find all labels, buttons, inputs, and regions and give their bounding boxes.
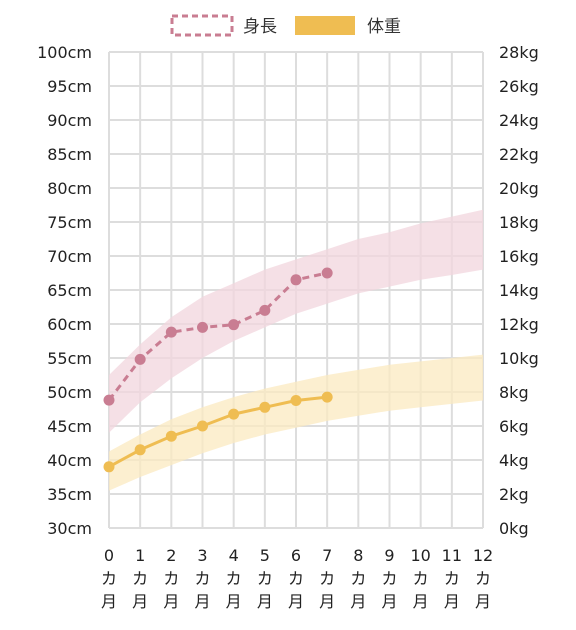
right-axis-tick-label: 10kg [499, 349, 539, 368]
weight-point [259, 401, 271, 413]
right-axis-tick-label: 0kg [499, 519, 529, 538]
x-axis-tick-label: 6 [291, 546, 301, 565]
x-axis-unit-label: カ [194, 569, 210, 588]
left-axis-tick-label: 65cm [47, 281, 92, 300]
height-point [321, 267, 333, 279]
x-axis-unit-label: 月 [163, 592, 179, 611]
x-axis-tick-label: 5 [260, 546, 270, 565]
x-axis-unit-label: カ [475, 569, 491, 588]
x-axis-unit-label: 月 [350, 592, 366, 611]
x-axis-unit-label: 月 [226, 592, 242, 611]
legend-weight-swatch [295, 16, 355, 35]
legend-weight-label: 体重 [367, 17, 401, 37]
x-axis-unit-label: 月 [381, 592, 397, 611]
left-axis-tick-label: 90cm [47, 111, 92, 130]
right-axis-tick-label: 26kg [499, 77, 539, 96]
x-axis-unit-label: カ [163, 569, 179, 588]
height-point [290, 274, 302, 286]
x-axis-unit-label: カ [288, 569, 304, 588]
weight-point [197, 420, 208, 432]
x-axis-unit-label: 月 [444, 592, 460, 611]
weight-point [103, 461, 115, 473]
x-axis-unit-label: カ [350, 569, 366, 588]
height-point [165, 326, 177, 338]
left-axis-tick-label: 50cm [47, 383, 92, 402]
right-axis-tick-label: 24kg [499, 111, 539, 130]
right-axis-tick-label: 12kg [499, 315, 539, 334]
right-axis-tick-label: 20kg [499, 179, 539, 198]
left-axis-tick-label: 100cm [37, 43, 92, 62]
left-axis-tick-label: 75cm [47, 213, 92, 232]
x-axis-tick-label: 3 [197, 546, 207, 565]
weight-percentile-band [109, 354, 483, 491]
x-axis-tick-label: 4 [229, 546, 239, 565]
right-axis-tick-label: 16kg [499, 247, 539, 266]
x-axis-unit-label: カ [101, 569, 117, 588]
weight-point [228, 408, 240, 420]
x-axis-tick-label: 1 [135, 546, 145, 565]
right-axis-tick-label: 2kg [499, 485, 529, 504]
x-axis-unit-label: カ [381, 569, 397, 588]
x-axis-unit-label: カ [257, 569, 273, 588]
x-axis-unit-label: 月 [101, 592, 117, 611]
weight-point [321, 391, 333, 403]
x-axis-tick-label: 7 [322, 546, 332, 565]
right-axis-tick-label: 14kg [499, 281, 539, 300]
x-axis-unit-label: 月 [288, 592, 304, 611]
left-axis-tick-label: 95cm [47, 77, 92, 96]
left-axis-tick-label: 35cm [47, 485, 92, 504]
right-axis-labels: 0kg 2kg 4kg 6kg 8kg 10kg 12kg 14kg 16kg 18kg 20kg 2… [499, 43, 539, 538]
x-axis-labels: 0カ月1カ月2カ月3カ月4カ月5カ月6カ月7カ月8カ月9カ月10カ月11カ月12… [101, 546, 493, 611]
left-axis-tick-label: 55cm [47, 349, 92, 368]
height-point [103, 394, 115, 406]
series-layer [103, 267, 333, 473]
left-axis-tick-label: 85cm [47, 145, 92, 164]
right-axis-tick-label: 4kg [499, 451, 529, 470]
percentile-bands [109, 209, 483, 491]
height-point [228, 319, 240, 331]
weight-point [165, 430, 177, 442]
x-axis-tick-label: 11 [442, 546, 462, 565]
left-axis-tick-label: 30cm [47, 519, 92, 538]
x-axis-unit-label: カ [413, 569, 429, 588]
x-axis-tick-label: 2 [166, 546, 176, 565]
right-axis-tick-label: 28kg [499, 43, 539, 62]
weight-point [290, 395, 302, 406]
x-axis-unit-label: カ [444, 569, 460, 588]
x-axis-unit-label: 月 [194, 592, 210, 611]
right-axis-tick-label: 18kg [499, 213, 539, 232]
right-axis-tick-label: 8kg [499, 383, 529, 402]
height-point [134, 353, 146, 365]
x-axis-unit-label: 月 [475, 592, 491, 611]
weight-point [134, 444, 146, 456]
height-point [259, 304, 271, 316]
x-axis-tick-label: 10 [410, 546, 430, 565]
left-axis-tick-label: 80cm [47, 179, 92, 198]
left-axis-tick-label: 60cm [47, 315, 92, 334]
legend-height-label: 身長 [243, 17, 277, 37]
left-axis-tick-label: 40cm [47, 451, 92, 470]
left-axis-tick-label: 45cm [47, 417, 92, 436]
x-axis-unit-label: 月 [257, 592, 273, 611]
x-axis-unit-label: カ [319, 569, 335, 588]
left-axis-tick-label: 70cm [47, 247, 92, 266]
left-axis-labels: 30cm 35cm 40cm 45cm 50cm 55cm 60cm 65cm 70cm 75cm… [37, 43, 92, 538]
right-axis-tick-label: 6kg [499, 417, 529, 436]
legend-height-swatch [170, 14, 234, 37]
x-axis-tick-label: 12 [473, 546, 493, 565]
x-axis-unit-label: 月 [132, 592, 148, 611]
height-point [197, 321, 208, 333]
height-percentile-band [109, 209, 483, 433]
x-axis-tick-label: 8 [353, 546, 363, 565]
x-axis-unit-label: カ [132, 569, 148, 588]
x-axis-unit-label: 月 [413, 592, 429, 611]
right-axis-tick-label: 22kg [499, 145, 539, 164]
x-axis-tick-label: 0 [104, 546, 114, 565]
x-axis-unit-label: 月 [319, 592, 335, 611]
x-axis-tick-label: 9 [384, 546, 394, 565]
x-axis-unit-label: カ [226, 569, 242, 588]
legend: 身長 体重 [170, 14, 401, 37]
